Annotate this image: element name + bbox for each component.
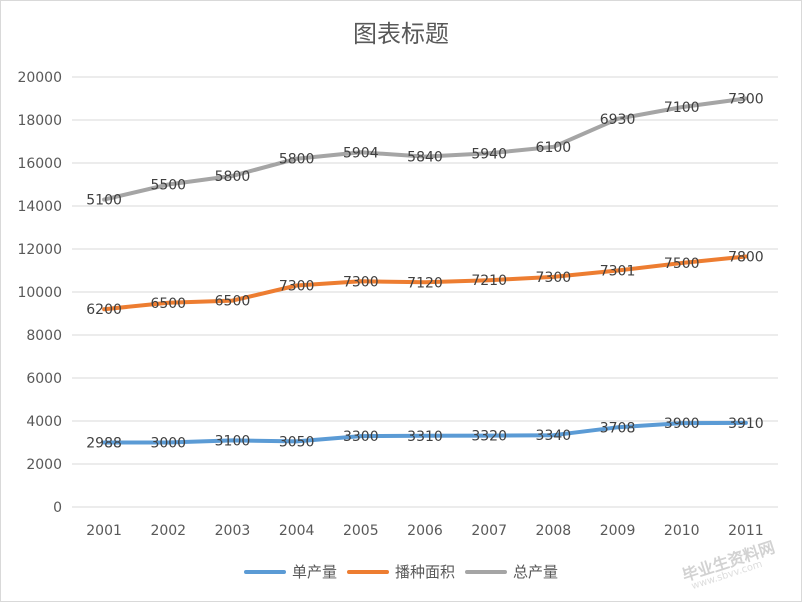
y-tick-label: 6000 — [26, 371, 62, 387]
x-tick-label: 2002 — [150, 523, 186, 539]
gridlines — [72, 76, 778, 508]
data-label: 6500 — [215, 294, 251, 310]
series-lines — [102, 96, 748, 445]
data-label: 7300 — [536, 270, 572, 286]
legend-item-series-3[interactable]: 总产量 — [465, 561, 558, 582]
data-label: 5840 — [407, 150, 443, 166]
legend-item-series-1[interactable]: 单产量 — [243, 561, 337, 582]
data-label: 7301 — [600, 264, 636, 280]
y-tick-label: 20000 — [17, 70, 62, 86]
legend: 单产量 播种面积 总产量 — [0, 561, 802, 582]
legend-swatch-series-3 — [465, 569, 507, 574]
y-tick-label: 12000 — [17, 242, 62, 258]
y-tick-label: 2000 — [26, 457, 62, 473]
data-label: 3000 — [150, 436, 186, 452]
y-axis: 0 2000 4000 6000 8000 10000 12000 14000 16000 180… — [17, 70, 62, 516]
legend-label-series-3: 总产量 — [513, 563, 559, 581]
chart-title: 图表标题 — [353, 20, 449, 48]
x-axis: 2001 2002 2003 2004 2005 2006 2007 2008 2009 2010… — [86, 523, 763, 539]
x-tick-label: 2011 — [728, 523, 764, 539]
y-tick-label: 14000 — [17, 199, 62, 215]
x-tick-label: 2004 — [279, 523, 315, 539]
x-tick-label: 2008 — [536, 523, 572, 539]
data-label: 7300 — [343, 274, 379, 290]
data-label: 3340 — [536, 428, 572, 444]
y-tick-label: 4000 — [26, 414, 62, 430]
data-label: 7800 — [728, 250, 764, 266]
data-labels: 2988 3000 3100 3050 3300 3310 3320 3340 3708 3900… — [86, 92, 763, 452]
data-label: 5940 — [471, 146, 507, 162]
data-label: 3320 — [471, 429, 507, 445]
legend-item-series-2[interactable]: 播种面积 — [346, 561, 455, 582]
data-label: 3900 — [664, 416, 700, 432]
x-tick-label: 2003 — [215, 523, 251, 539]
y-tick-label: 0 — [53, 500, 62, 516]
y-tick-label: 16000 — [17, 156, 62, 172]
data-label: 5800 — [279, 152, 315, 168]
y-tick-label: 18000 — [17, 113, 62, 129]
legend-label-series-2: 播种面积 — [394, 563, 455, 581]
legend-label-series-1: 单产量 — [291, 563, 337, 581]
data-label: 3708 — [600, 420, 636, 436]
data-label: 3310 — [407, 429, 443, 445]
data-label: 7210 — [471, 273, 507, 289]
y-tick-label: 10000 — [17, 285, 62, 301]
data-label: 3050 — [279, 434, 315, 450]
data-label: 7300 — [279, 279, 315, 295]
data-label: 6930 — [600, 112, 636, 128]
legend-swatch-series-1 — [243, 569, 286, 574]
x-tick-label: 2005 — [343, 523, 379, 539]
data-label: 3910 — [728, 416, 764, 432]
data-label: 5100 — [86, 193, 122, 209]
data-label: 7100 — [664, 100, 700, 116]
data-label: 7300 — [728, 92, 764, 108]
data-label: 6100 — [536, 140, 572, 156]
data-label: 7500 — [664, 256, 700, 272]
legend-swatch-series-2 — [346, 569, 389, 574]
x-tick-label: 2010 — [664, 523, 700, 539]
data-label: 3100 — [215, 433, 251, 449]
x-tick-label: 2009 — [600, 523, 636, 539]
data-label: 6500 — [150, 296, 186, 312]
data-label: 3300 — [343, 429, 379, 445]
x-tick-label: 2007 — [471, 523, 507, 539]
x-tick-label: 2006 — [407, 523, 443, 539]
y-tick-label: 8000 — [26, 328, 62, 344]
data-label: 5500 — [150, 178, 186, 194]
x-tick-label: 2001 — [86, 523, 122, 539]
data-label: 7120 — [407, 275, 443, 291]
data-label: 5800 — [215, 169, 251, 185]
data-label: 5904 — [343, 145, 379, 161]
data-label: 2988 — [86, 436, 122, 452]
data-label: 6200 — [86, 302, 122, 318]
